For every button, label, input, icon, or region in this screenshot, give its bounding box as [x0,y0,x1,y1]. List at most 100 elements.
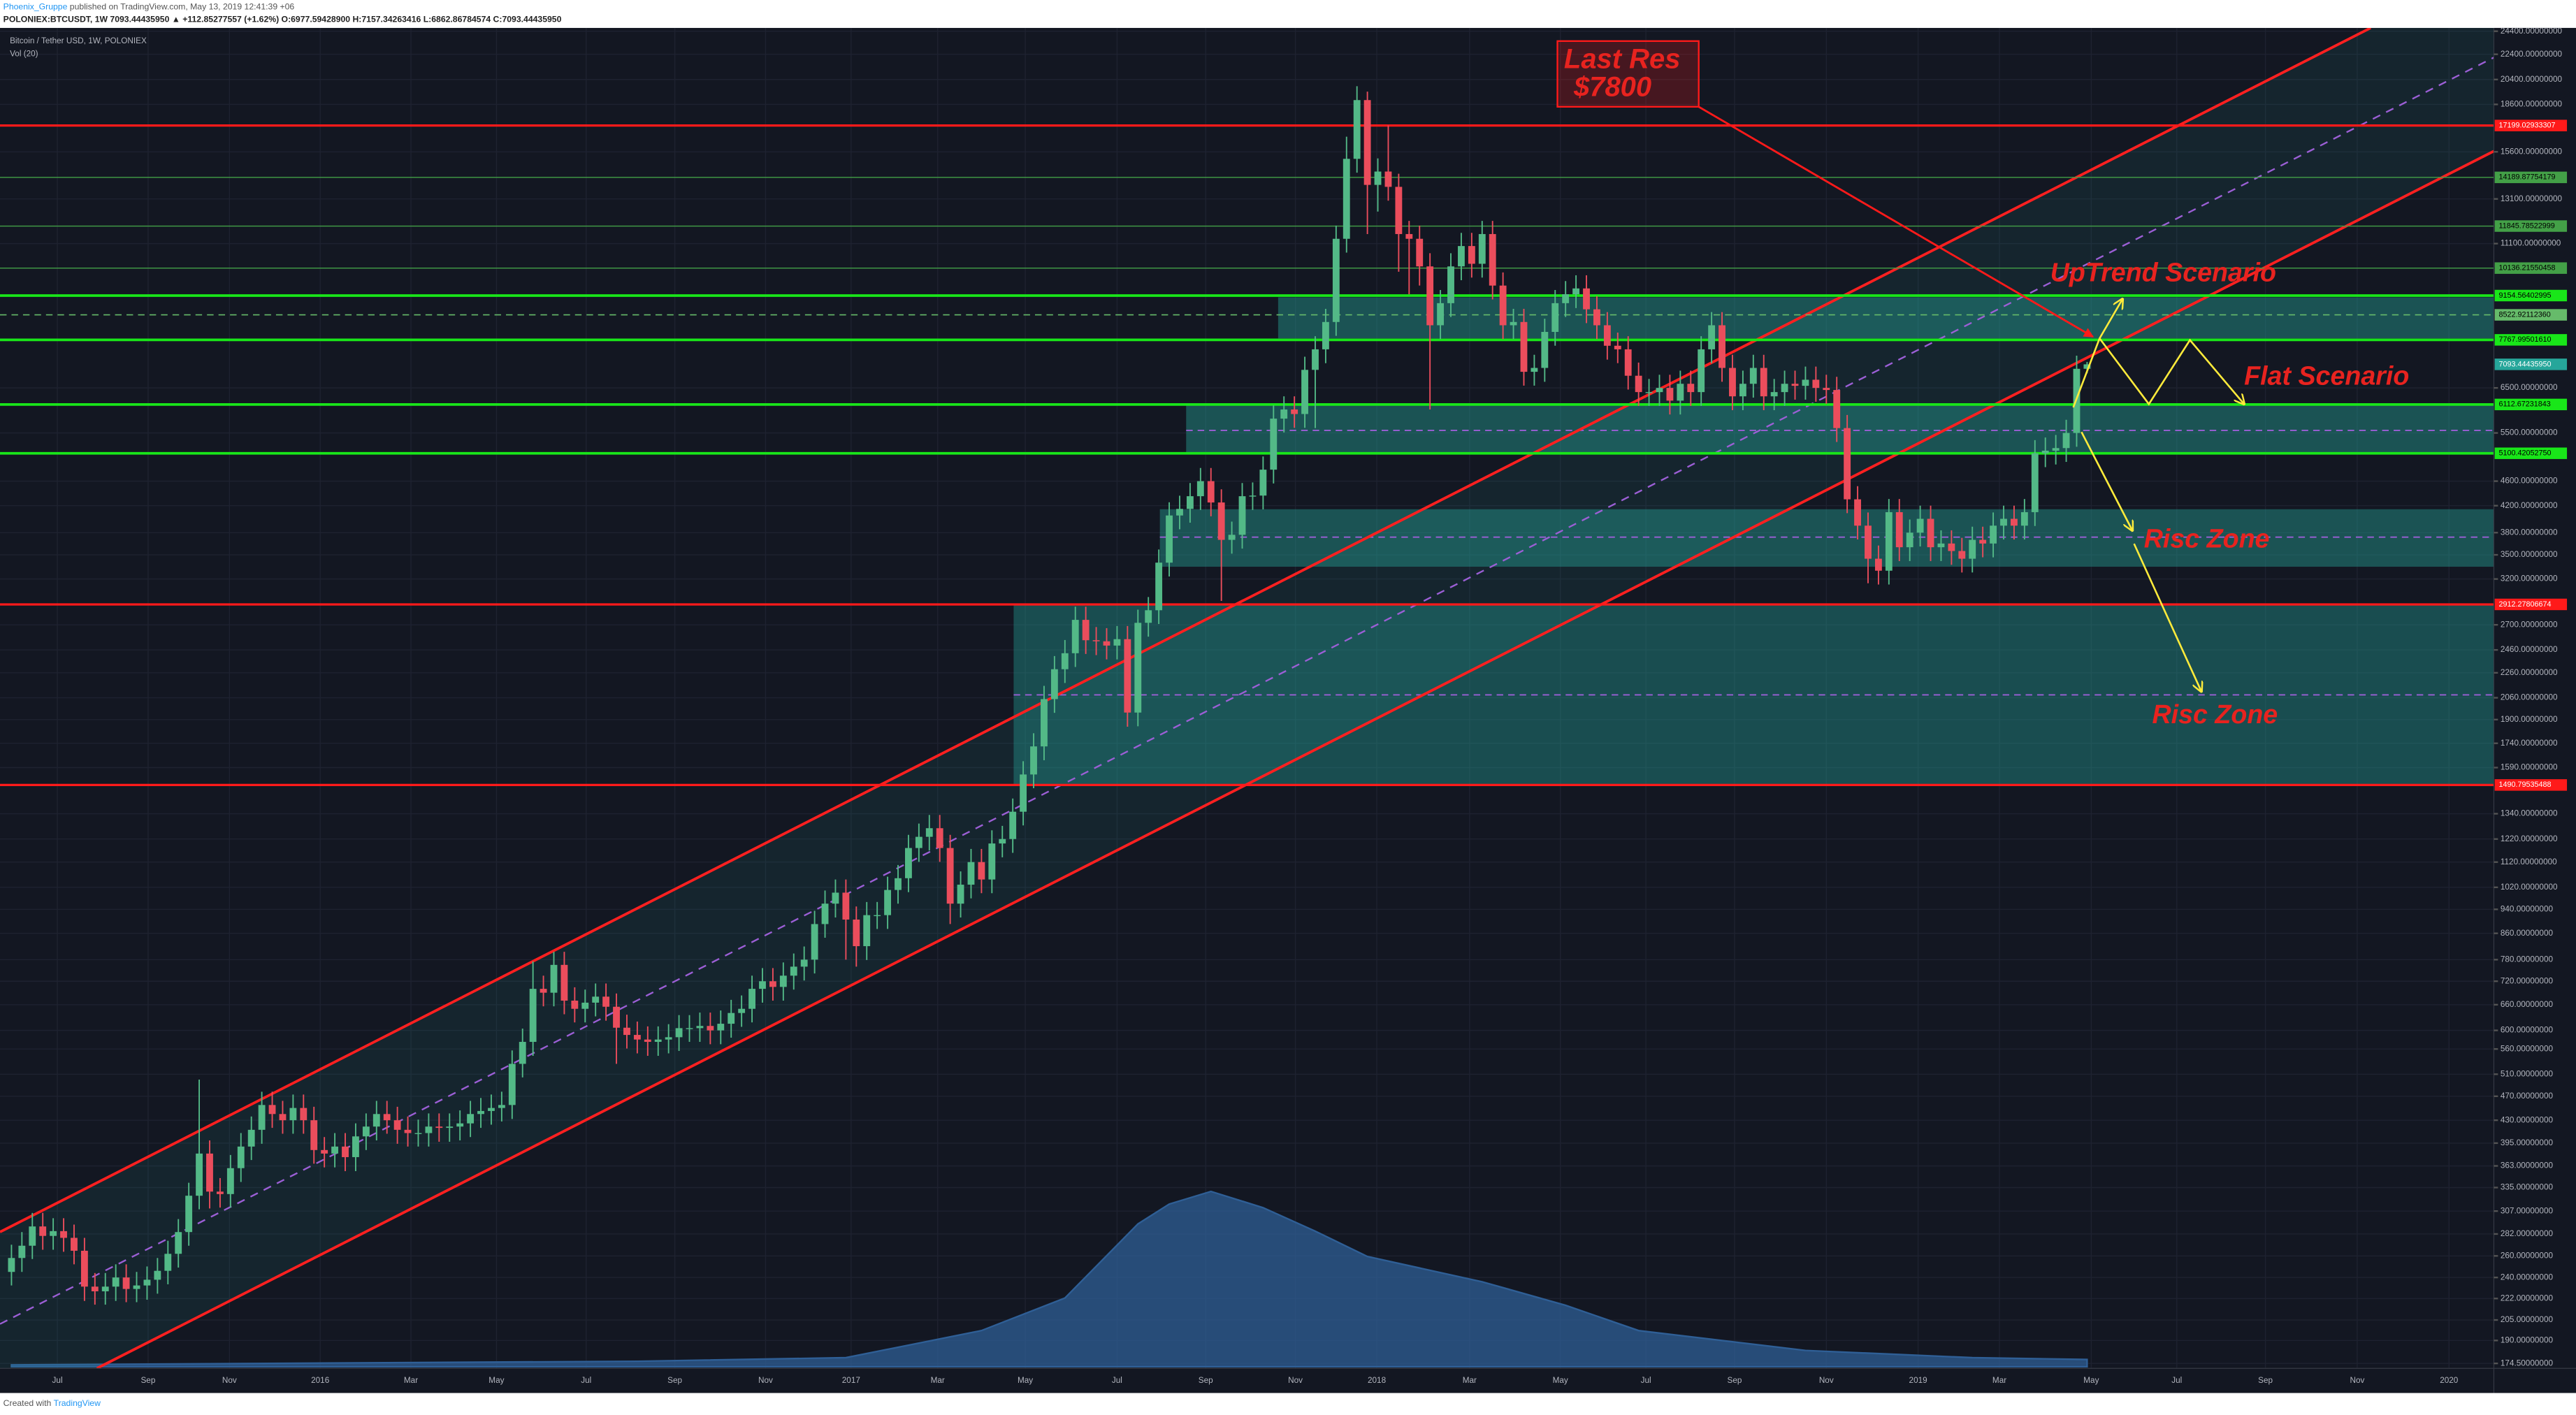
candle-body [1895,511,1903,548]
candle-body [1593,309,1600,326]
candle-body [185,1196,193,1233]
candle-body [623,1027,630,1036]
publish-info: published on TradingView.com, May 13, 20… [70,2,295,12]
level-label-box [2494,779,2568,791]
author-link[interactable]: Phoenix_Gruppe [3,2,68,12]
y-tick-label: 15600.00000000 [2501,147,2563,156]
candle-body [268,1105,276,1115]
candle-body [1061,653,1069,669]
candle-body [665,1037,672,1040]
level-label-box [2494,119,2568,131]
y-tick-label: 282.00000000 [2501,1229,2554,1238]
candle-body [613,1006,620,1028]
candle-body [1677,384,1684,401]
candle-body [1071,620,1079,653]
candle-body [279,1114,287,1121]
candle-body [414,1133,422,1134]
candle-body [508,1064,516,1105]
candle-body [1833,390,1841,428]
candle-body [1823,388,1830,391]
y-tick-label: 2460.00000000 [2501,645,2558,654]
candle-body [1739,384,1746,397]
candle-body [1437,303,1445,326]
candle-body [2052,448,2060,451]
candle-body [1572,288,1580,295]
candle-body [2031,453,2039,512]
candle-body [1374,171,1382,185]
x-tick-label: Nov [2350,1376,2364,1385]
level-label: 7767.99501610 [2499,335,2552,344]
x-tick-label: 2020 [2440,1376,2459,1385]
candle-body [372,1114,380,1127]
symbol-line: POLONIEX:BTCUSDT, 1W 7093.44435950 ▲ +11… [3,14,562,24]
candle-body [884,890,892,915]
candle-body [1802,379,1809,386]
y-tick-label: 430.00000000 [2501,1115,2554,1124]
y-tick-label: 307.00000000 [2501,1206,2554,1215]
candle-body [1781,384,1788,393]
y-tick-label: 18600.00000000 [2501,100,2563,109]
candle-body [321,1149,328,1154]
candle-body [874,915,881,917]
y-tick-label: 860.00000000 [2501,929,2554,938]
candle-body [571,1001,579,1009]
candle-body [164,1254,172,1271]
x-tick-label: Sep [667,1376,682,1385]
note: Risc Zone [2144,523,2270,553]
candle-body [769,981,776,987]
candle-body [978,862,985,880]
level-label: 6112.67231843 [2499,400,2551,409]
candle-body [602,996,610,1007]
candle-body [1280,409,1288,419]
candle-body [2041,450,2049,453]
candle-body [946,848,954,904]
candle-body [1635,375,1642,393]
note: UpTrend Scenario [2050,258,2276,287]
level-label: 11845.78522999 [2499,222,2555,230]
candle-body [519,1042,526,1064]
candle-body [1176,509,1183,516]
x-tick-label: Jul [2171,1376,2182,1385]
y-tick-label: 395.00000000 [2501,1138,2554,1147]
candle-body [216,1191,224,1194]
brand-link[interactable]: TradingView [54,1398,101,1408]
last-price-label: 7093.44435950 [2499,360,2552,368]
candle-body [1196,481,1204,497]
level-label: 5100.42052750 [2499,449,2552,458]
candle-body [2083,364,2091,369]
y-tick-label: 4200.00000000 [2501,501,2558,510]
y-tick-label: 363.00000000 [2501,1161,2554,1170]
candle-body [915,836,922,848]
candle-body [456,1123,464,1127]
level-label: 17199.02933307 [2499,121,2556,129]
candle-body [1645,392,1653,393]
candle-body [1468,246,1475,264]
scenario-arrow [2099,338,2244,404]
y-tick-label: 720.00000000 [2501,976,2554,985]
candle-body [1249,495,1257,497]
candle-body [1301,370,1308,414]
candle-body [842,892,850,920]
channel-midline [0,57,2494,1325]
level-label-box [2494,398,2568,411]
candle-body [1718,325,1725,368]
level-label: 9154.56402995 [2499,291,2552,300]
candle-body [91,1286,99,1291]
x-tick-label: May [1553,1376,1568,1385]
candle-body [393,1120,401,1130]
candle-body [101,1286,109,1291]
candle-body [1416,238,1424,267]
x-tick-label: 2016 [311,1376,330,1385]
y-tick-label: 510.00000000 [2501,1069,2554,1078]
candle-body [206,1153,213,1192]
y-tick-label: 22400.00000000 [2501,50,2563,59]
candle-body [1395,187,1403,234]
candle-body [1541,332,1549,368]
candle-body [1499,285,1507,326]
candle-body [1583,288,1590,310]
level-label-box [2494,171,2568,184]
candle-body [383,1114,391,1121]
candle-body [1082,620,1090,641]
candle-body [748,989,755,1009]
